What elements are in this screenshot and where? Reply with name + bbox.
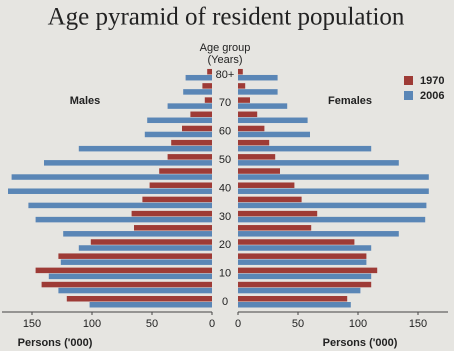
bar <box>238 111 258 118</box>
bar <box>44 160 212 166</box>
bar <box>238 296 348 302</box>
bar <box>238 168 280 174</box>
y-tick-label: 30 <box>219 211 231 223</box>
bar <box>238 196 302 203</box>
bar <box>238 131 310 138</box>
right-panel-label: Females <box>328 95 372 107</box>
bar <box>238 145 372 152</box>
bar <box>78 145 212 152</box>
bar <box>147 117 212 124</box>
bar <box>238 97 250 103</box>
y-tick-label: 0 <box>222 296 228 308</box>
bar <box>238 139 270 146</box>
y-tick-label: 50 <box>219 154 231 166</box>
bar <box>185 74 212 81</box>
bar <box>238 210 318 217</box>
bar <box>159 168 212 174</box>
bar <box>238 281 372 288</box>
bar <box>58 287 213 294</box>
bar <box>134 225 212 231</box>
bar <box>238 103 288 109</box>
bar <box>90 239 212 245</box>
legend-label: 1970 <box>420 75 444 87</box>
bar <box>238 68 243 75</box>
bar <box>204 97 212 103</box>
chart-title: Age pyramid of resident population <box>48 4 405 31</box>
bar <box>238 302 351 308</box>
x-tick-label: 100 <box>83 318 101 330</box>
x-tick-label: 150 <box>23 318 41 330</box>
x-tick-label: 0 <box>235 318 241 330</box>
bar <box>171 139 212 146</box>
bar <box>35 216 212 223</box>
bar <box>89 302 212 308</box>
bar <box>238 267 378 274</box>
bar <box>28 202 213 209</box>
y-tick-label: 70 <box>219 97 231 109</box>
x-tick-label: 100 <box>349 318 367 330</box>
x-axis-label: Persons ('000) <box>323 337 398 349</box>
bar <box>238 273 372 280</box>
bar <box>238 245 372 251</box>
bar <box>35 267 212 274</box>
bar <box>182 125 212 132</box>
x-tick-label: 0 <box>209 318 215 330</box>
bar <box>58 253 213 259</box>
y-tick-label: 40 <box>219 182 231 194</box>
bar <box>183 89 212 95</box>
y-axis-label: Age group <box>200 42 251 54</box>
bar <box>167 103 212 109</box>
bar <box>238 117 308 124</box>
bar <box>238 253 367 259</box>
bar <box>238 83 246 89</box>
legend-label: 2006 <box>420 90 444 102</box>
bar <box>238 154 276 160</box>
y-tick-label: 60 <box>219 126 231 138</box>
bar <box>238 259 367 265</box>
bar <box>238 74 278 81</box>
bar <box>66 296 212 302</box>
x-tick-label: 150 <box>409 318 427 330</box>
bar <box>144 131 212 138</box>
bar <box>48 273 212 280</box>
bar <box>63 231 213 237</box>
bar <box>238 216 426 223</box>
bar <box>11 174 212 180</box>
bar <box>41 281 212 288</box>
bar <box>207 68 212 75</box>
bar <box>60 259 212 265</box>
bar <box>78 245 212 251</box>
bar <box>238 89 278 95</box>
y-tick-label: 80+ <box>216 69 235 81</box>
bar <box>238 160 399 166</box>
y-axis-unit: (Years) <box>207 54 242 66</box>
bar <box>238 239 355 245</box>
legend-swatch <box>404 76 413 85</box>
y-tick-label: 20 <box>219 239 231 251</box>
x-axis-label: Persons ('000) <box>18 337 93 349</box>
bar <box>238 202 427 209</box>
bar <box>238 287 361 294</box>
bar <box>149 182 212 188</box>
bar <box>238 125 265 132</box>
bar <box>238 225 312 231</box>
bar <box>238 188 429 194</box>
bar <box>131 210 212 217</box>
bar <box>202 83 212 89</box>
bar <box>142 196 212 203</box>
legend-swatch <box>404 91 413 100</box>
bar <box>190 111 212 118</box>
bar <box>238 182 295 188</box>
bar <box>167 154 212 160</box>
bar <box>8 188 212 194</box>
bar <box>238 174 429 180</box>
x-tick-label: 50 <box>146 318 158 330</box>
y-tick-label: 10 <box>219 268 231 280</box>
left-panel-label: Males <box>70 95 101 107</box>
bar <box>238 231 399 237</box>
x-tick-label: 50 <box>292 318 304 330</box>
